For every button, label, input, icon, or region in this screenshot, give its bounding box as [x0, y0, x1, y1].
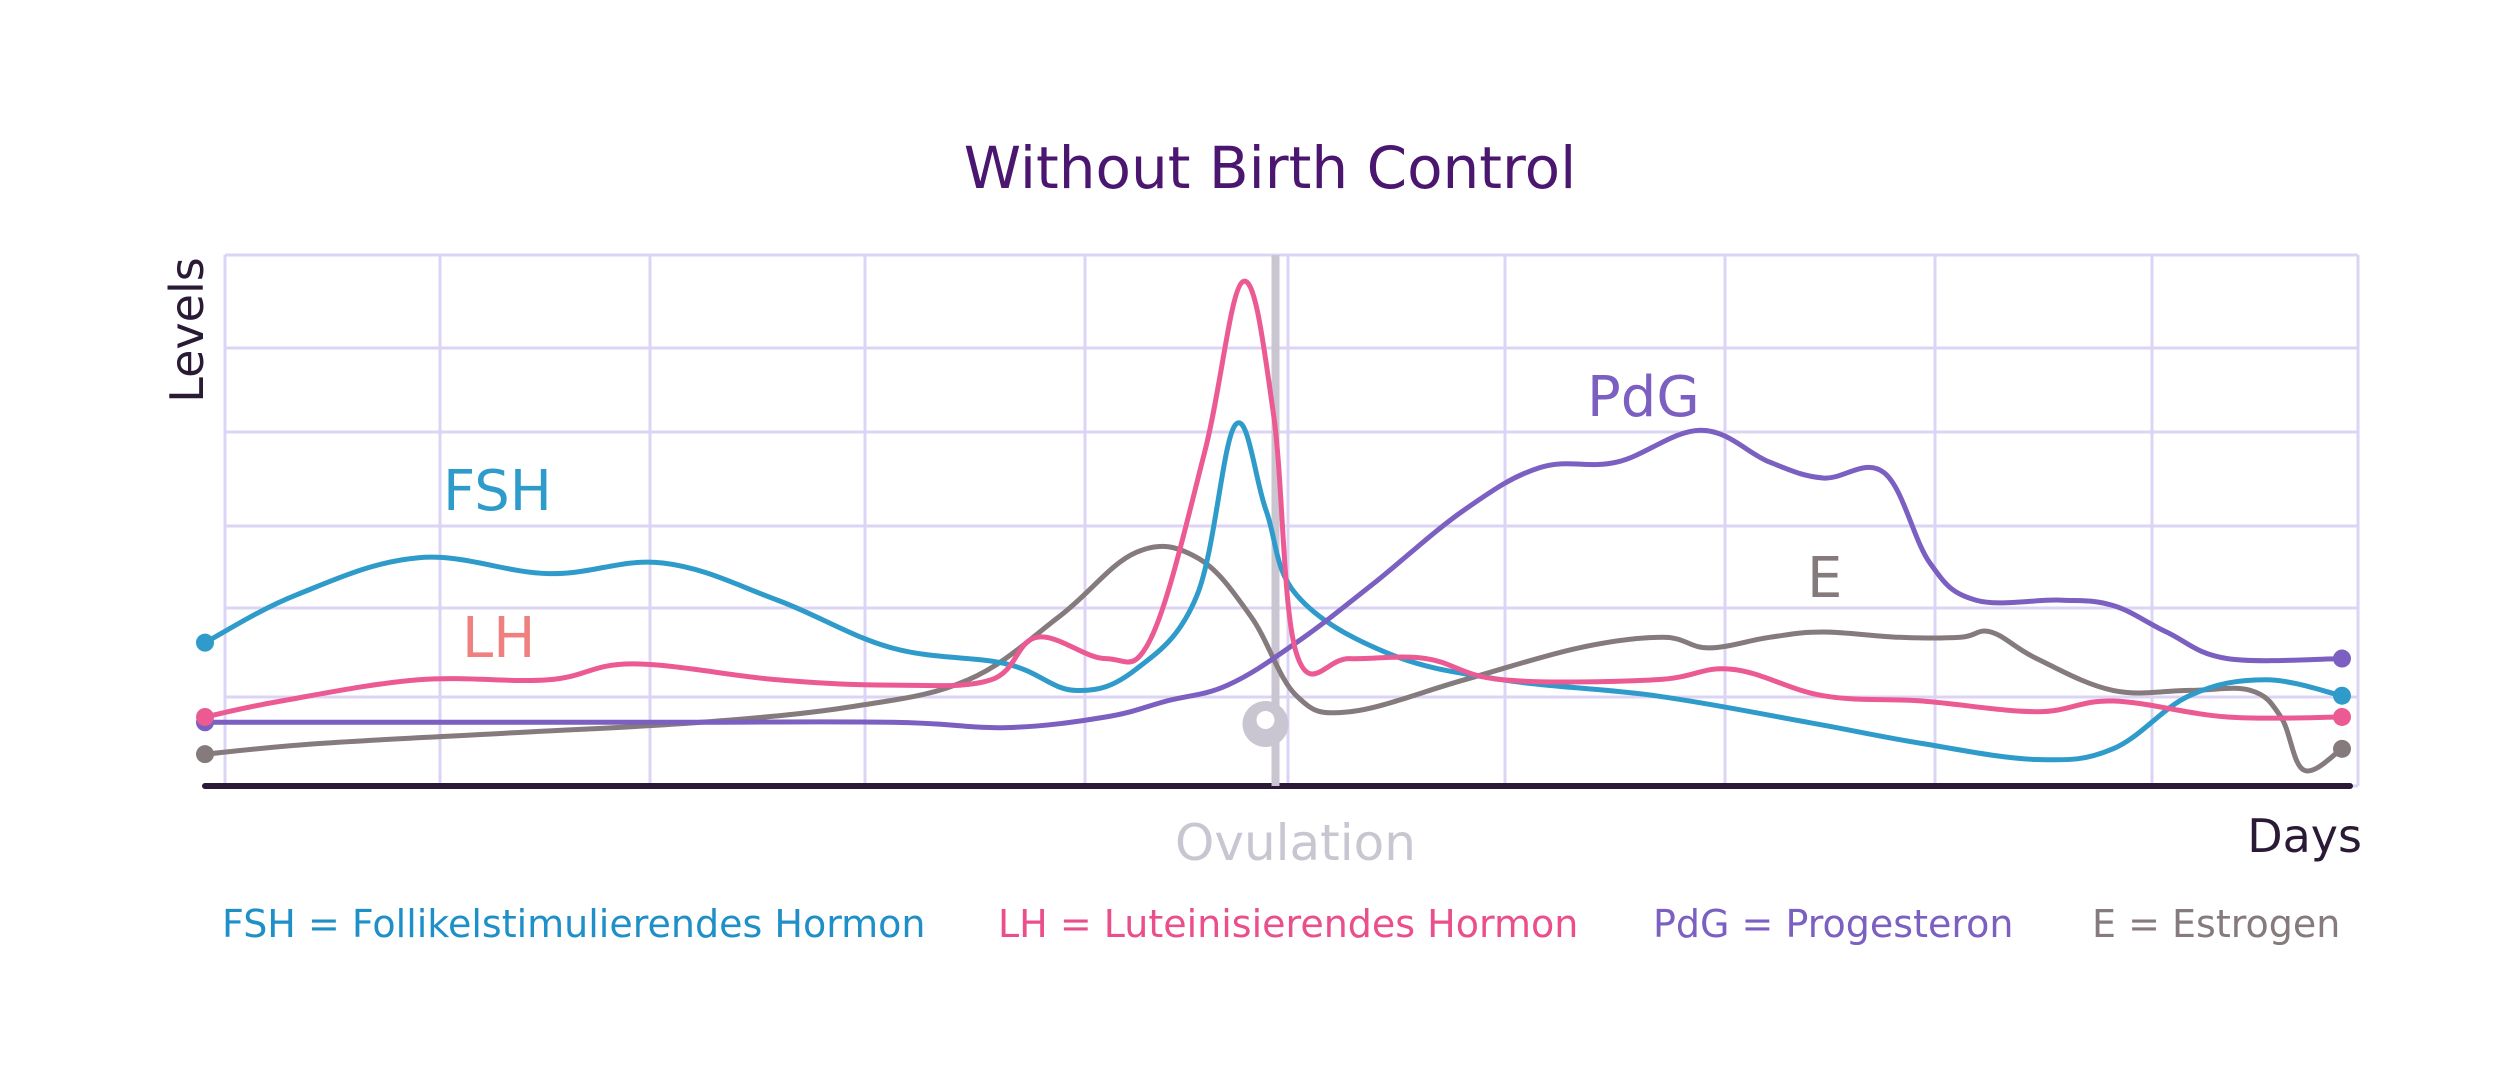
endpoint-fsh-start: [196, 633, 214, 652]
series-line-pdg: [202, 427, 2345, 731]
series-line-lh: [202, 278, 2345, 721]
series-line-e: [202, 543, 2345, 774]
ovulation-marker: Ovulation: [1175, 255, 1416, 872]
endpoint-layer: [196, 633, 2351, 764]
endpoint-pdg-end: [2333, 649, 2351, 668]
ovulation-label: Ovulation: [1175, 814, 1416, 872]
series-line-fsh: [202, 420, 2345, 763]
chart-title: Without Birth Control: [964, 134, 1576, 202]
series-layer: [202, 278, 2345, 774]
series-label-fsh: FSH: [443, 459, 552, 524]
endpoint-lh-end: [2333, 707, 2351, 726]
series-label-lh: LH: [462, 606, 535, 671]
endpoint-e-start: [196, 745, 214, 764]
endpoint-lh-start: [196, 707, 214, 726]
series-label-pdg: PdG: [1587, 365, 1700, 430]
legend-e: E = Estrogen: [2092, 902, 2340, 946]
x-axis-label: Days: [2247, 809, 2362, 863]
legend-fsh: FSH = Follikelstimulierendes Hormon: [222, 902, 926, 946]
endpoint-fsh-end: [2333, 686, 2351, 705]
legend-pdg: PdG = Progesteron: [1653, 902, 2013, 946]
endpoint-e-end: [2333, 739, 2351, 758]
y-axis-label: Levels: [160, 257, 214, 402]
legend-lh: LH = Luteinisierendes Hormon: [998, 902, 1578, 946]
series-label-e: E: [1807, 546, 1842, 611]
ovulation-egg-core: [1256, 711, 1275, 729]
